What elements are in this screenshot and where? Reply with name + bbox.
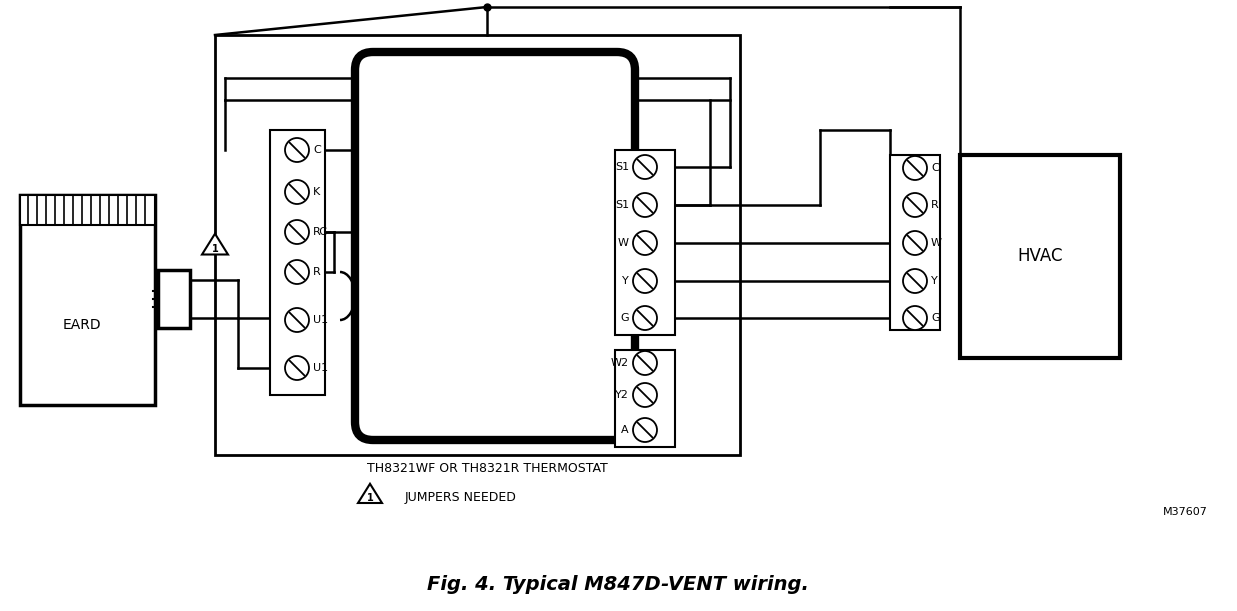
Circle shape (285, 308, 309, 332)
Polygon shape (357, 484, 382, 503)
Circle shape (633, 306, 657, 330)
Bar (889, 155, 940, 330)
FancyBboxPatch shape (355, 52, 635, 440)
Bar (615, 350, 675, 447)
Circle shape (285, 220, 309, 244)
Bar (960, 155, 1119, 358)
Bar (615, 150, 675, 335)
Circle shape (285, 180, 309, 204)
Text: U1: U1 (313, 315, 328, 325)
Text: A: A (621, 425, 628, 435)
Text: W: W (618, 238, 628, 248)
Text: Fig. 4. Typical M847D-VENT wiring.: Fig. 4. Typical M847D-VENT wiring. (427, 576, 809, 595)
Text: JUMPERS NEEDED: JUMPERS NEEDED (404, 491, 517, 505)
Circle shape (633, 155, 657, 179)
Bar (20, 195, 155, 405)
Text: EARD: EARD (63, 318, 101, 332)
Circle shape (633, 351, 657, 375)
Polygon shape (202, 233, 228, 255)
Circle shape (903, 306, 927, 330)
Circle shape (633, 231, 657, 255)
Text: M37607: M37607 (1163, 507, 1207, 517)
Circle shape (633, 383, 657, 407)
Text: S1: S1 (615, 162, 628, 172)
Circle shape (633, 193, 657, 217)
Circle shape (633, 269, 657, 293)
Bar (20, 195, 155, 225)
Circle shape (285, 138, 309, 162)
Text: 1: 1 (366, 492, 374, 503)
Circle shape (633, 418, 657, 442)
Text: K: K (313, 187, 320, 197)
Bar (270, 130, 325, 395)
Text: 1: 1 (212, 244, 219, 254)
Text: W2: W2 (611, 358, 628, 368)
Text: TH8321WF OR TH8321R THERMOSTAT: TH8321WF OR TH8321R THERMOSTAT (366, 461, 607, 475)
Text: RC: RC (313, 227, 328, 237)
Text: R: R (313, 267, 320, 277)
Circle shape (285, 356, 309, 380)
Circle shape (903, 193, 927, 217)
Circle shape (285, 260, 309, 284)
Text: Y2: Y2 (615, 390, 628, 400)
Text: C: C (931, 163, 939, 173)
Text: Y: Y (931, 276, 938, 286)
Text: G: G (931, 313, 940, 323)
Circle shape (903, 269, 927, 293)
Text: C: C (313, 145, 320, 155)
Text: S1: S1 (615, 200, 628, 210)
Bar (215, 35, 740, 455)
Text: U1: U1 (313, 363, 328, 373)
Text: HVAC: HVAC (1017, 247, 1063, 265)
Bar (158, 270, 190, 328)
Text: G: G (621, 313, 628, 323)
Circle shape (903, 231, 927, 255)
Circle shape (903, 156, 927, 180)
Text: R: R (931, 200, 939, 210)
Text: Y: Y (622, 276, 628, 286)
Text: W: W (931, 238, 943, 248)
